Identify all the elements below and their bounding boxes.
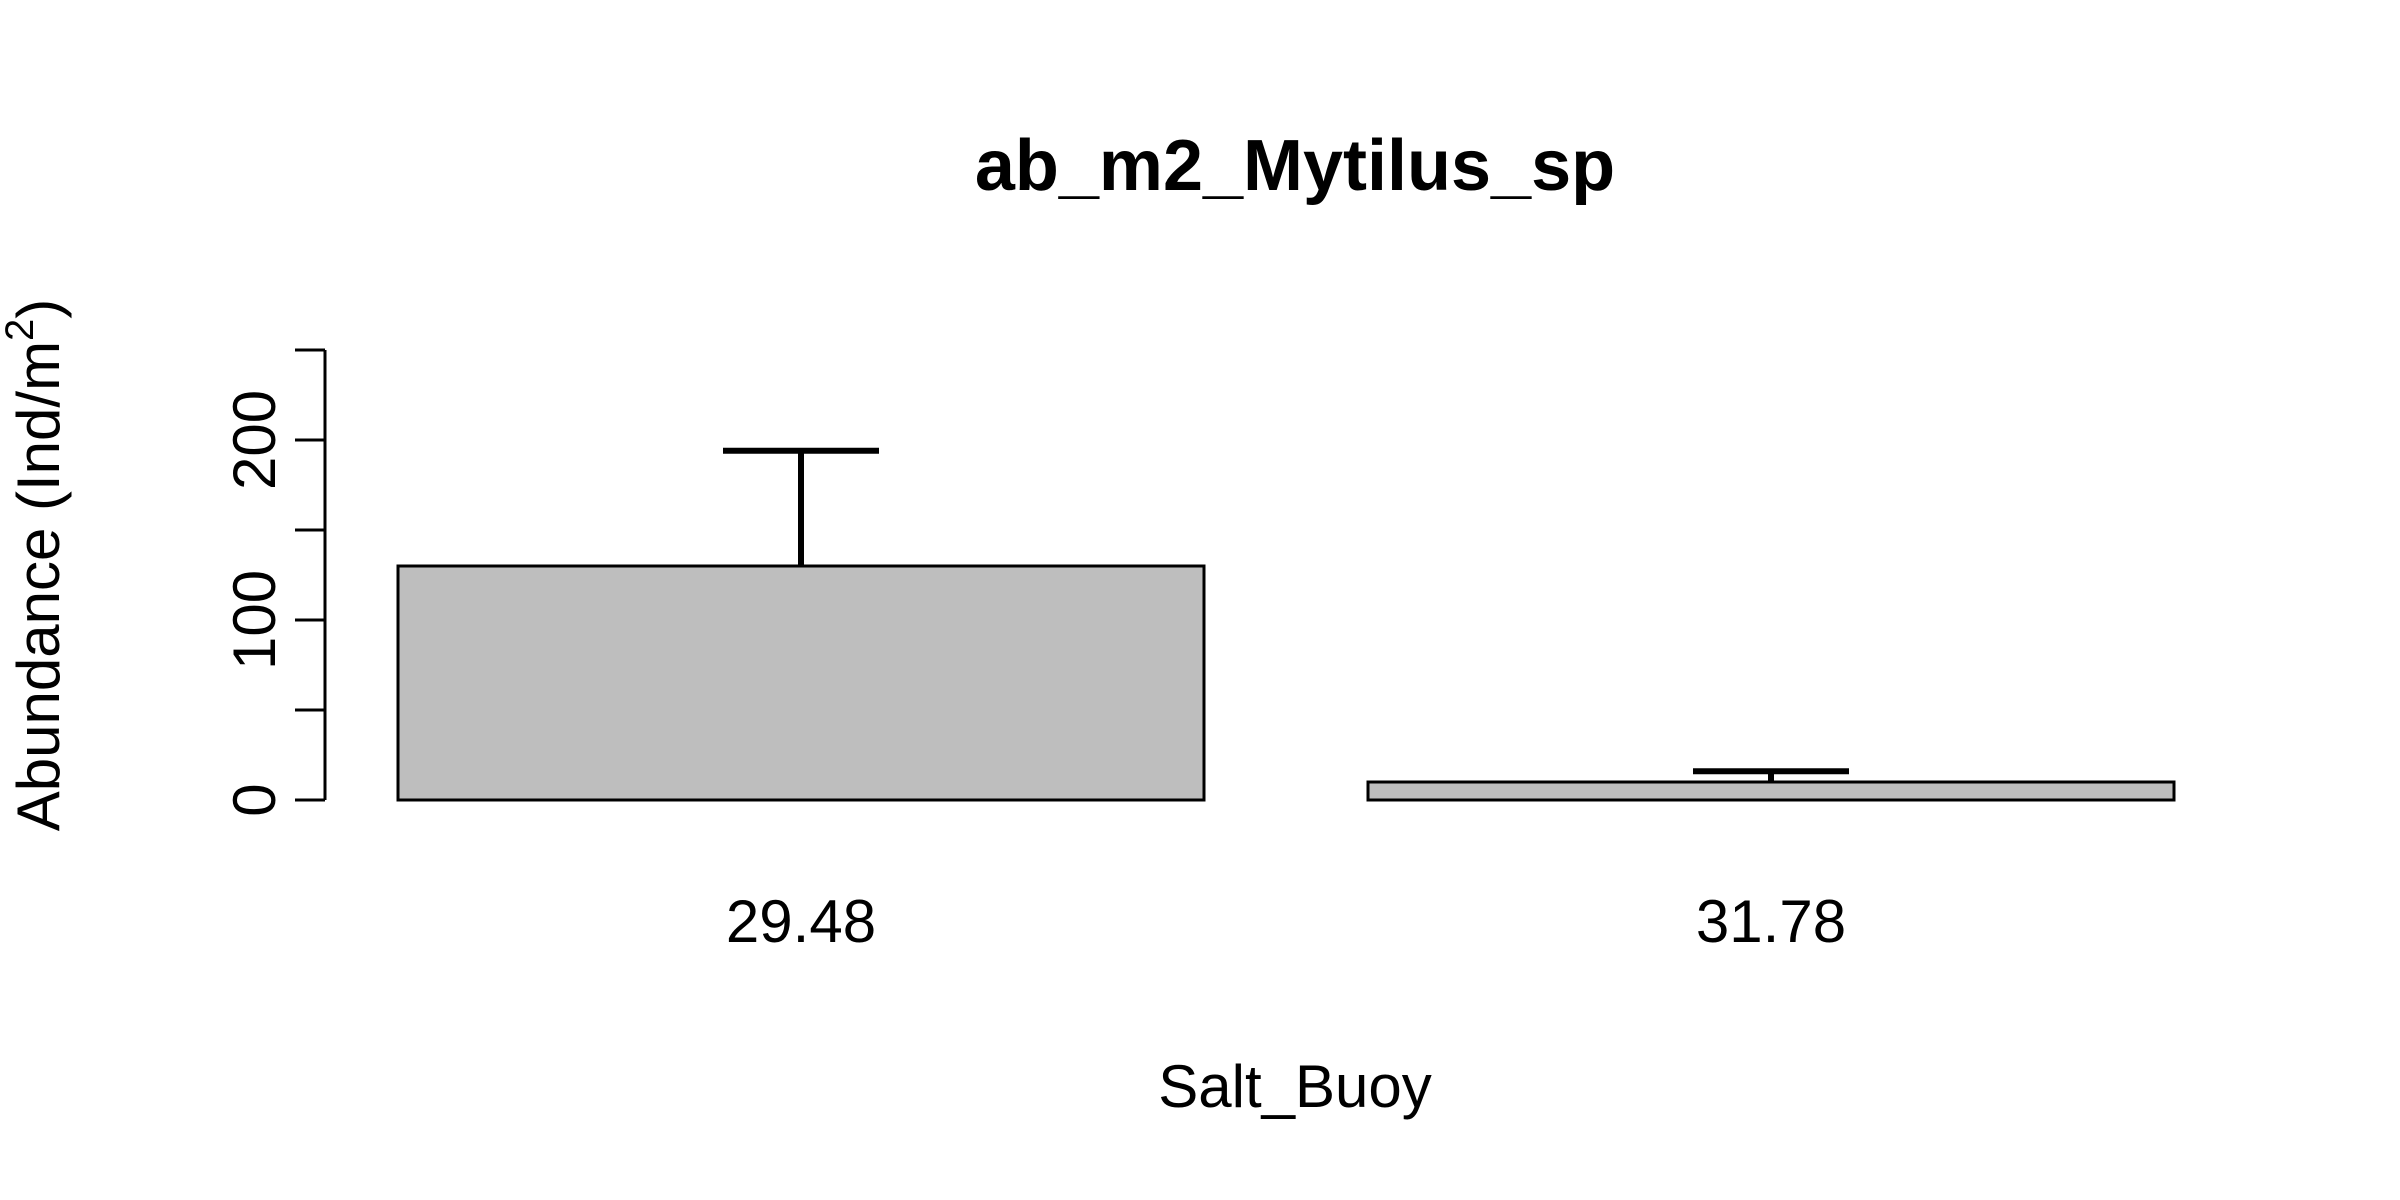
bar — [396, 564, 1206, 802]
y-axis: 0 100 200 — [221, 348, 327, 817]
y-axis-label-text: Abundance (Ind/m — [5, 341, 72, 831]
chart-title: ab_m2_Mytilus_sp — [975, 126, 1615, 206]
bar — [1366, 780, 2176, 802]
x-axis-label: Salt_Buoy — [1158, 1053, 1432, 1120]
y-axis-label-close: ) — [5, 299, 72, 319]
y-axis-label: Abundance (Ind/m2) — [0, 299, 72, 832]
x-axis-tick-labels: 29.48 31.78 — [726, 888, 1846, 955]
error-bars — [723, 447, 1849, 782]
x-tick-label: 31.78 — [1696, 888, 1846, 955]
y-axis-label-superscript: 2 — [0, 319, 42, 341]
y-tick-label: 0 — [221, 783, 288, 816]
bars — [396, 564, 2176, 802]
y-tick-label: 200 — [221, 390, 288, 490]
x-tick-label: 29.48 — [726, 888, 876, 955]
y-tick-label: 100 — [221, 570, 288, 670]
